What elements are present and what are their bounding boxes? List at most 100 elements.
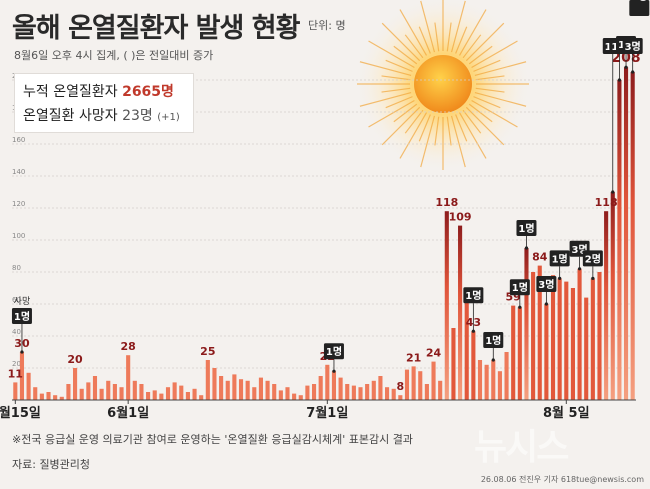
bar-25 xyxy=(179,385,184,400)
death-box-5 xyxy=(516,220,537,236)
cumulative-value: 2665명 xyxy=(122,84,174,100)
death-annotations: 1명사망1명1명1명1명1명3명1명3명2명1명1명1명3명1명 xyxy=(11,0,650,373)
bar-29 xyxy=(205,360,210,400)
bar-69 xyxy=(471,331,476,400)
death-dot-2 xyxy=(471,329,475,333)
death-dot-10 xyxy=(611,190,615,194)
y-tick-140: 140 xyxy=(12,168,25,176)
y-tick-80: 80 xyxy=(12,264,21,272)
death-label-9: 2명 xyxy=(585,252,601,265)
bar-59 xyxy=(404,369,410,400)
cumulative-label: 누적 온열질환자 xyxy=(23,84,118,100)
death-dot-4 xyxy=(518,305,522,309)
bar-9 xyxy=(73,368,78,400)
death-label-6: 3명 xyxy=(538,278,554,291)
death-dot-11 xyxy=(617,78,622,82)
bar-53 xyxy=(365,384,370,400)
bar-46 xyxy=(318,376,323,400)
deaths-change: (+1) xyxy=(157,112,180,123)
bar-50 xyxy=(345,384,350,400)
bar-28 xyxy=(199,395,204,400)
bar-54 xyxy=(371,380,376,400)
death-label-0: 1명 xyxy=(14,310,30,323)
bar-40 xyxy=(278,390,283,400)
bar-18 xyxy=(132,380,137,400)
bar-7 xyxy=(59,396,64,400)
bar-43 xyxy=(298,395,303,400)
bar-51 xyxy=(351,385,356,400)
bar-49 xyxy=(338,377,343,400)
bar-82 xyxy=(557,278,562,400)
death-label-13: 3명 xyxy=(625,40,641,53)
bar-48 xyxy=(331,371,337,400)
bar-31 xyxy=(219,376,224,400)
bar-8 xyxy=(66,384,71,400)
bar-2 xyxy=(26,372,31,400)
death-dot-5 xyxy=(524,246,529,250)
bar-45 xyxy=(311,384,317,400)
bar-38 xyxy=(265,380,270,400)
x-tick-label-2: 7월1일 xyxy=(306,405,348,421)
bar-70 xyxy=(477,360,483,400)
bar-6 xyxy=(53,395,58,400)
data-label-9: 20 xyxy=(67,353,83,366)
death-label-1: 1명 xyxy=(326,345,342,358)
bar-74 xyxy=(504,352,509,400)
cumulative-row: 누적 온열질환자 2665명 xyxy=(23,81,174,101)
death-dot-8 xyxy=(577,267,582,271)
x-tick-label-0: 5월15일 xyxy=(0,405,41,421)
death-dot-9 xyxy=(591,276,595,280)
bar-35 xyxy=(245,380,250,400)
death-dot-6 xyxy=(544,302,548,306)
bar-37 xyxy=(258,377,263,400)
data-label-0: 11 xyxy=(8,367,23,380)
data-label-79: 84 xyxy=(532,251,548,264)
death-dot-12 xyxy=(624,65,628,69)
death-box-2 xyxy=(463,287,484,304)
bar-87 xyxy=(590,278,595,400)
death-label-7: 1명 xyxy=(552,252,568,265)
death-box-13 xyxy=(622,38,643,54)
deaths-row: 온열질환 사망자 23명 (+1) xyxy=(23,105,180,125)
death-dot-13 xyxy=(631,70,635,74)
deaths-value: 23명 xyxy=(122,108,153,124)
sun-illustration-icon xyxy=(355,0,531,172)
death-box-0 xyxy=(11,308,32,324)
bar-16 xyxy=(119,387,124,400)
bar-60 xyxy=(411,366,416,400)
footnote: ※전국 응급실 운영 의료기관 참여로 운영하는 '온열질환 응급실감시체계' … xyxy=(12,433,413,446)
death-box-9 xyxy=(582,250,603,267)
bar-91 xyxy=(617,80,622,400)
bar-33 xyxy=(232,374,237,400)
bar-55 xyxy=(378,376,383,400)
data-label-29: 25 xyxy=(200,345,215,358)
data-label-65: 118 xyxy=(435,196,458,209)
credit-line: 26.08.06 전진우 기자 618tue@newsis.com xyxy=(480,475,644,484)
bar-76 xyxy=(517,307,522,400)
bar-79 xyxy=(537,265,542,400)
bar-81 xyxy=(550,275,556,400)
death-label-2: 1명 xyxy=(465,289,481,302)
death-dot-7 xyxy=(558,276,562,280)
bar-56 xyxy=(385,387,390,400)
bar-58 xyxy=(398,395,403,400)
unit-label: 단위: 명 xyxy=(308,19,346,32)
bar-88 xyxy=(597,272,602,400)
death-box-1 xyxy=(323,343,344,360)
death-dot-1 xyxy=(332,369,336,373)
death-label-14: 1명 xyxy=(631,0,647,3)
bar-83 xyxy=(564,281,569,400)
bar-62 xyxy=(424,384,429,400)
y-tick-60: 60 xyxy=(12,296,21,304)
bar-78 xyxy=(531,272,536,400)
bar-5 xyxy=(46,392,51,400)
x-axis-tick-labels: 5월15일 6월1일 7월1일 8월 5일 xyxy=(0,400,590,421)
bar-66 xyxy=(451,328,456,400)
bar-21 xyxy=(152,390,157,400)
source-note: 자료: 질병관리청 xyxy=(12,458,91,471)
bar-13 xyxy=(99,388,104,400)
bar-27 xyxy=(192,388,197,400)
x-tick-label-3: 8월 5일 xyxy=(543,405,590,421)
bar-42 xyxy=(292,393,297,400)
bar-10 xyxy=(79,388,84,400)
